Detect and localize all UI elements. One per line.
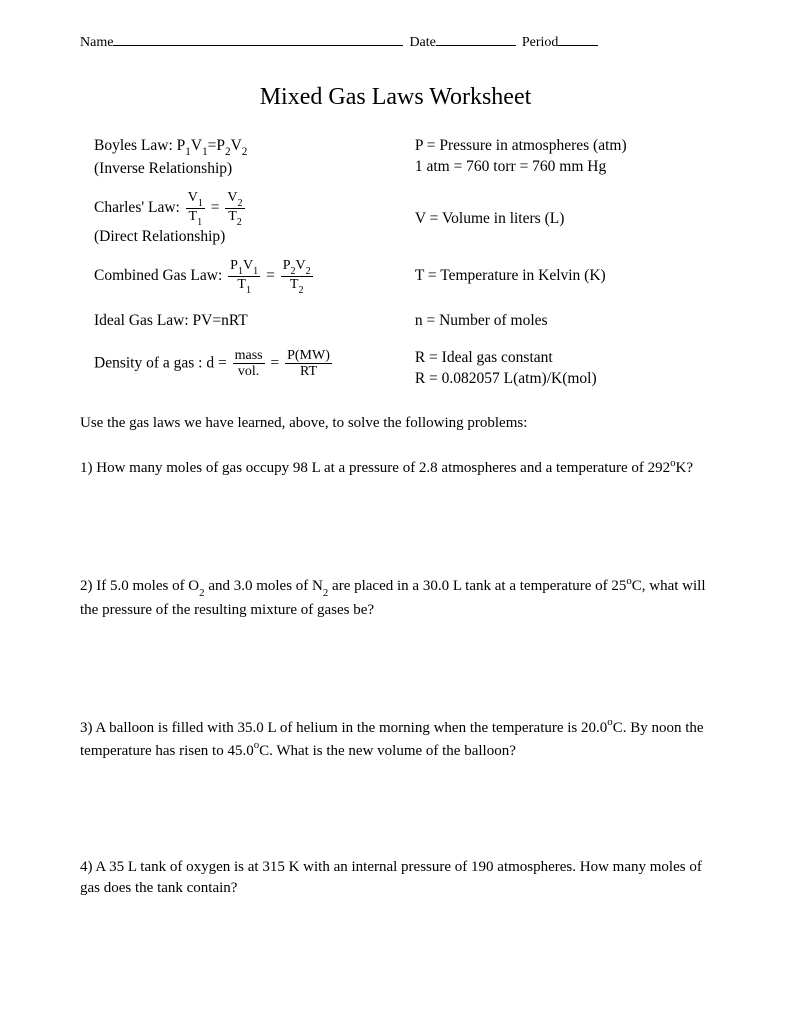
v-def-text: V = Volume in liters (L) <box>415 209 565 230</box>
p2-text-b: and 3.0 moles of N <box>205 578 323 594</box>
date-label: Date <box>409 33 435 53</box>
comb-p1: P <box>230 258 238 273</box>
boyles-sub1a: 1 <box>185 146 191 158</box>
density-frac1: mass vol. <box>233 348 265 380</box>
p3-text-a: 3) A balloon is filled with 35.0 L of he… <box>80 720 607 736</box>
charles-frac1: V1 T1 <box>186 190 205 227</box>
charles-t1: T <box>189 209 198 224</box>
comb-t1: T <box>237 277 246 292</box>
charles-t2: T <box>228 209 237 224</box>
combined-frac1: P1V1 T1 <box>228 258 260 295</box>
comb-p2s: 2 <box>290 266 295 277</box>
boyles-p2: P <box>216 137 225 154</box>
boyles-sub2b: 2 <box>242 146 248 158</box>
charles-label: Charles' Law: <box>94 199 180 216</box>
boyles-v1: V <box>191 137 202 154</box>
comb-v1: V <box>243 258 253 273</box>
t-def-text: T = Temperature in Kelvin (K) <box>415 266 606 287</box>
charles-t2-sub: 2 <box>237 217 242 228</box>
page-title: Mixed Gas Laws Worksheet <box>80 81 711 115</box>
r-def-text: R = Ideal gas constant <box>415 349 553 366</box>
problem-3: 3) A balloon is filled with 35.0 L of he… <box>80 716 711 762</box>
charles-law: Charles' Law: V1 T1 = V2 T2 (Direct Rela… <box>94 190 415 248</box>
p2-text-c: are placed in a 30.0 L tank at a tempera… <box>328 578 626 594</box>
charles-v2: V <box>227 190 237 205</box>
density-label: Density of a gas : d = <box>94 354 227 371</box>
date-blank[interactable] <box>436 32 516 46</box>
problem-4: 4) A 35 L tank of oxygen is at 315 K wit… <box>80 857 711 899</box>
p1-text-b: K? <box>676 460 694 476</box>
name-blank[interactable] <box>113 32 403 46</box>
worksheet-page: Name Date Period Mixed Gas Laws Workshee… <box>0 0 791 959</box>
comb-p1s: 1 <box>238 266 243 277</box>
header-line: Name Date Period <box>80 32 711 53</box>
density-vol: vol. <box>233 364 265 379</box>
boyles-p1: P <box>177 137 186 154</box>
density-mass: mass <box>233 348 265 364</box>
problem-1: 1) How many moles of gas occupy 98 L at … <box>80 456 711 479</box>
density-rt: RT <box>285 364 332 379</box>
r-val-text: R = 0.082057 L(atm)/K(mol) <box>415 370 597 387</box>
moles-definition: n = Number of moles <box>415 305 711 338</box>
ideal-law: Ideal Gas Law: PV=nRT <box>94 305 415 338</box>
p3-text-c: C. What is the new volume of the balloon… <box>259 743 516 759</box>
density-pmw: P(MW) <box>285 348 332 364</box>
charles-v1-sub: 1 <box>198 198 203 209</box>
density-law: Density of a gas : d = mass vol. = P(MW)… <box>94 348 415 390</box>
p2-degree: o <box>626 575 631 587</box>
charles-v2-sub: 2 <box>238 198 243 209</box>
period-label: Period <box>522 33 559 53</box>
r-definition: R = Ideal gas constant R = 0.082057 L(at… <box>415 348 711 390</box>
boyles-relationship: (Inverse Relationship) <box>94 160 232 177</box>
comb-v1s: 1 <box>253 266 258 277</box>
p-def-text: P = Pressure in atmospheres (atm) <box>415 137 627 154</box>
p2-text-a: 2) If 5.0 moles of O <box>80 578 199 594</box>
p1-degree: o <box>670 457 675 469</box>
comb-v2: V <box>296 258 306 273</box>
comb-t2s: 2 <box>298 285 303 296</box>
boyles-sub2a: 2 <box>225 146 231 158</box>
name-label: Name <box>80 33 113 53</box>
density-frac2: P(MW) RT <box>285 348 332 380</box>
instructions: Use the gas laws we have learned, above,… <box>80 413 711 434</box>
boyles-v2: V <box>231 137 242 154</box>
problem-2: 2) If 5.0 moles of O2 and 3.0 moles of N… <box>80 574 711 620</box>
n-def-text: n = Number of moles <box>415 311 548 332</box>
comb-v2s: 2 <box>306 266 311 277</box>
p3-degree-a: o <box>607 716 612 728</box>
combined-label: Combined Gas Law: <box>94 267 222 284</box>
volume-definition: V = Volume in liters (L) <box>415 190 711 248</box>
p2-sub-n2: 2 <box>323 587 328 599</box>
combined-frac2: P2V2 T2 <box>281 258 313 295</box>
charles-v1: V <box>188 190 198 205</box>
boyles-law: Boyles Law: P1V1=P2V2 (Inverse Relations… <box>94 136 415 180</box>
charles-t1-sub: 1 <box>197 217 202 228</box>
charles-relationship: (Direct Relationship) <box>94 228 225 245</box>
p3-degree-b: o <box>254 739 259 751</box>
boyles-label: Boyles Law: <box>94 137 177 154</box>
p1-text-a: 1) How many moles of gas occupy 98 L at … <box>80 460 670 476</box>
temperature-definition: T = Temperature in Kelvin (K) <box>415 258 711 295</box>
comb-t1s: 1 <box>246 285 251 296</box>
p2-sub-o2: 2 <box>199 587 204 599</box>
charles-frac2: V2 T2 <box>225 190 244 227</box>
pressure-definition: P = Pressure in atmospheres (atm) 1 atm … <box>415 136 711 180</box>
combined-law: Combined Gas Law: P1V1 T1 = P2V2 T2 <box>94 258 415 295</box>
boyles-sub1b: 1 <box>202 146 208 158</box>
p-conv-text: 1 atm = 760 torr = 760 mm Hg <box>415 158 606 175</box>
ideal-label: Ideal Gas Law: PV=nRT <box>94 312 248 329</box>
period-blank[interactable] <box>558 32 598 46</box>
formulas-block: Boyles Law: P1V1=P2V2 (Inverse Relations… <box>80 136 711 389</box>
